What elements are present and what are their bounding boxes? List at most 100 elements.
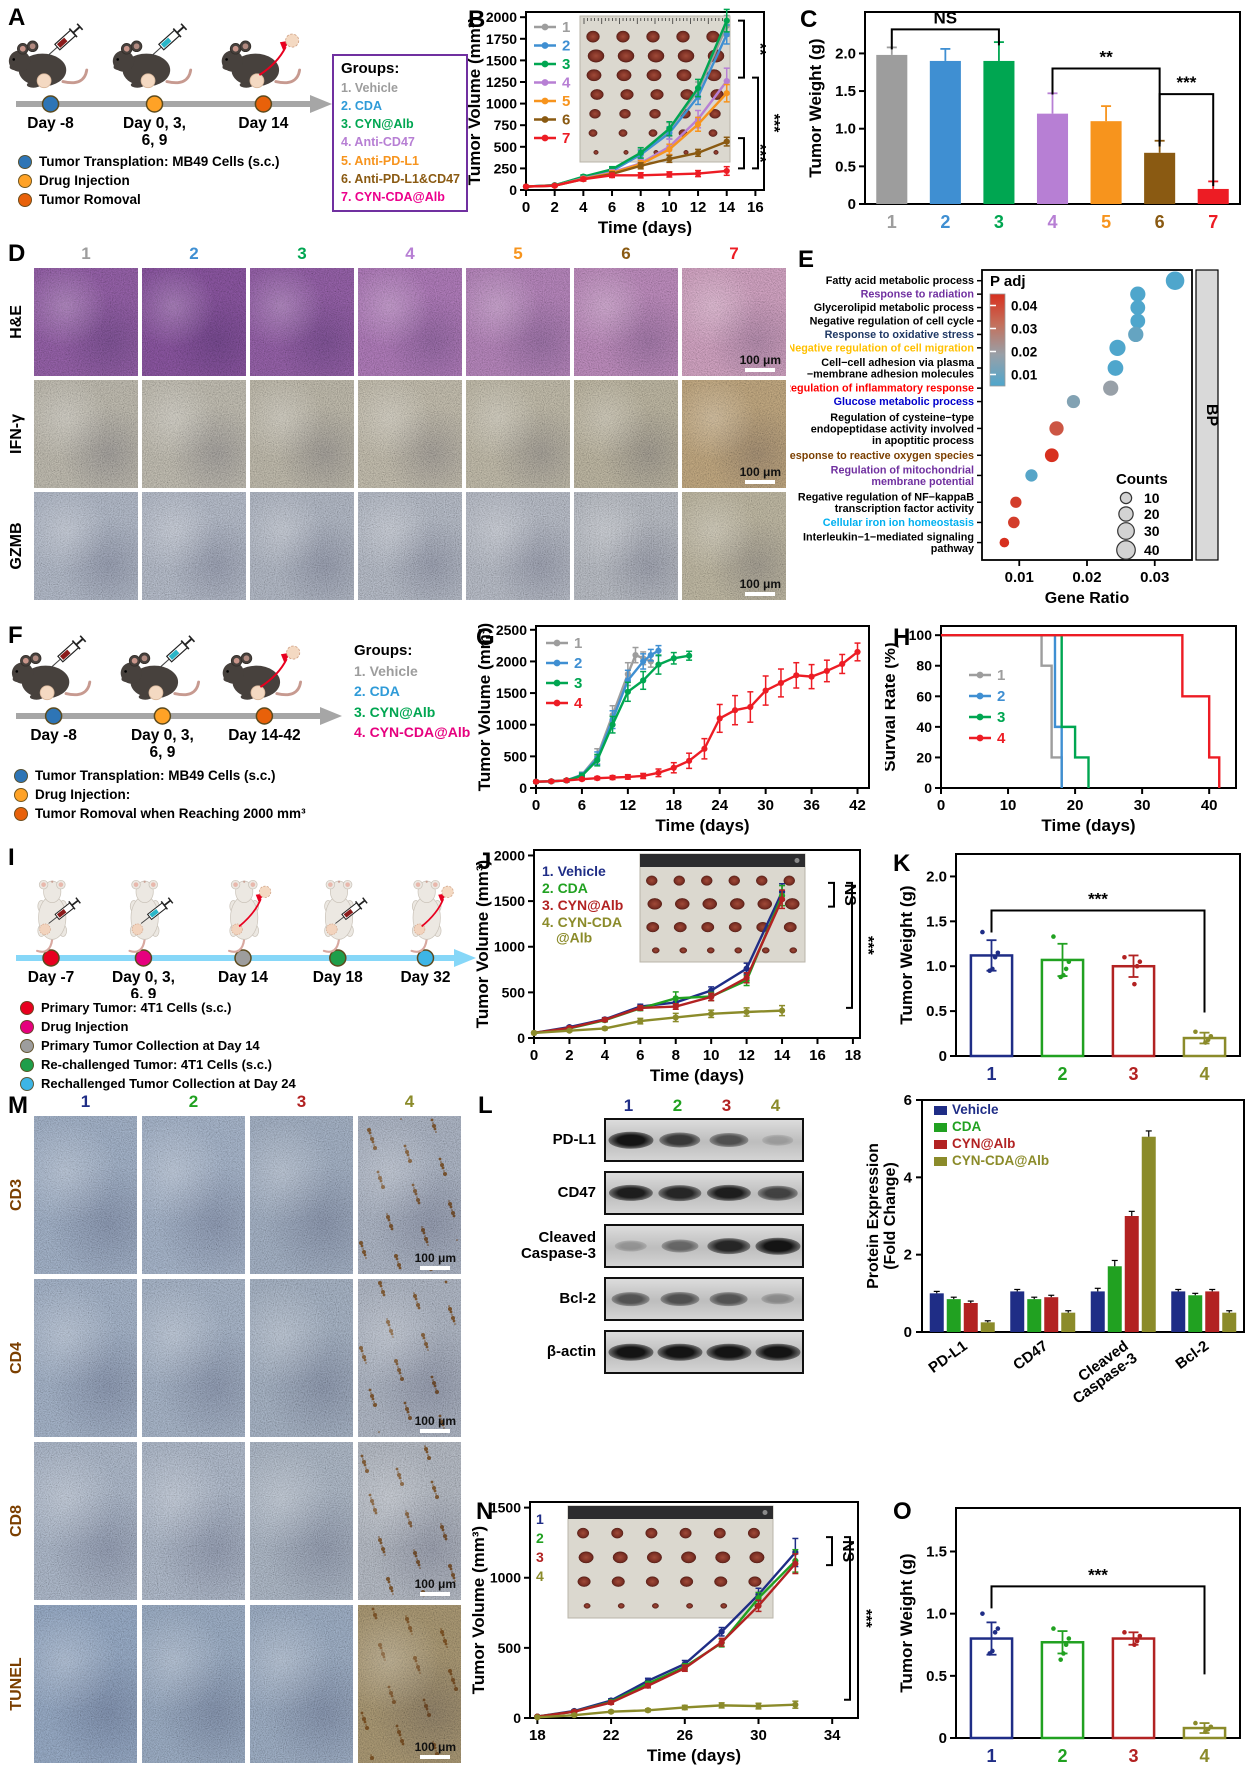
- blot-band: [658, 1132, 701, 1148]
- blot-band: [611, 1292, 650, 1306]
- chart-legend: Vehicle CDA CYN@Alb CYN-CDA@Alb: [934, 1102, 1049, 1168]
- tumor-removal-arrow-icon: [258, 46, 287, 76]
- svg-text:0: 0: [519, 780, 527, 796]
- blot-lane-image: [604, 1171, 804, 1215]
- panel-label-h: H: [893, 624, 911, 651]
- mouse-icon: [322, 879, 368, 953]
- column-header: 3: [296, 1092, 307, 1111]
- svg-text:1.0: 1.0: [835, 121, 856, 138]
- group-item: 3. CYN@Alb: [341, 117, 414, 132]
- svg-text:250: 250: [494, 160, 518, 176]
- timeline-dot: [145, 95, 164, 113]
- svg-text:12: 12: [690, 199, 707, 216]
- histology-image: [34, 1605, 137, 1763]
- column-header: 2: [188, 1092, 199, 1111]
- svg-text:Day 14-42: Day 14-42: [228, 727, 300, 744]
- svg-text:Protein Expression(Fold Change: Protein Expression(Fold Change): [865, 1143, 899, 1289]
- histology-image: [34, 268, 138, 376]
- scale-bar: 100 μm: [415, 1740, 456, 1759]
- svg-text:Regative regulation of NF−kapp: Regative regulation of NF−kappaB transcri…: [798, 491, 974, 515]
- panel-label-m: M: [8, 1092, 28, 1119]
- bars: [929, 1130, 1237, 1332]
- scale-bar: 100 μm: [415, 1577, 456, 1596]
- timeline-dot: [134, 949, 153, 967]
- svg-text:Time (days): Time (days): [647, 1746, 741, 1765]
- svg-text:Survial Rate (%): Survial Rate (%): [885, 642, 899, 771]
- svg-text:Bcl-2: Bcl-2: [1172, 1337, 1212, 1372]
- bullet-dot-icon: [14, 806, 28, 821]
- legend-bullets: Tumor Transplation: MB49 Cells (s.c.) Dru…: [18, 154, 280, 211]
- histology-image: [142, 268, 246, 376]
- histology-image: [250, 1442, 353, 1600]
- svg-text:30: 30: [1134, 797, 1151, 814]
- row-label: IFN-γ: [8, 414, 25, 454]
- svg-text:34: 34: [824, 1727, 841, 1744]
- svg-text:@Alb: @Alb: [556, 930, 592, 946]
- panel-m-histology-grid: 1 2 3 4 CD3 100 μm CD4 100 μm CD8 100 μm TUNEL 100 …: [4, 1086, 466, 1770]
- series-7: [522, 165, 730, 190]
- blot-lane-image: [604, 1224, 804, 1268]
- svg-text:PD-L1: PD-L1: [926, 1337, 971, 1376]
- bullet-text: Tumor Romoval when Reaching 2000 mm³: [35, 806, 306, 821]
- svg-text:3: 3: [997, 709, 1005, 726]
- svg-text:**: **: [751, 43, 768, 56]
- svg-text:0.5: 0.5: [926, 1668, 947, 1685]
- bullet-text: Drug Injection: [41, 1019, 129, 1034]
- timeline-dot: [153, 707, 172, 725]
- tumor-weight-chart-mb49: 0 0.5 1.0 1.5 2.0 Tumor Weight (g) 1 2 3 4 5 6 7 NS **…: [806, 8, 1241, 232]
- protein-expression-chart: 0 2 4 6 Protein Expression(Fold Change) PD-L1…: [865, 1092, 1245, 1407]
- groups-legend: Groups: 1. Vehicle 2. CDA 3. CYN@Alb 4. Anti…: [332, 54, 468, 212]
- svg-text:0.02: 0.02: [1011, 345, 1037, 360]
- panel-l-western-blots: 1 2 3 4 PD-L1 CD47 Cleaved Caspase-3 Bcl-2 β-act…: [478, 1096, 850, 1426]
- svg-text:CYN-CDA@Alb: CYN-CDA@Alb: [952, 1153, 1049, 1168]
- timeline-dot: [41, 95, 60, 113]
- significance-brackets: ***: [990, 890, 1206, 1013]
- svg-text:***: ***: [1088, 890, 1108, 909]
- blot-lane-number: 4: [770, 1096, 781, 1115]
- svg-text:Counts: Counts: [1116, 471, 1168, 488]
- tumor-weight-chart-4t1-primary: 0 0.5 1.0 1.5 2.0 Tumor Weight (g) 1 2 3 4 ***: [897, 853, 1241, 1084]
- svg-text:***: ***: [765, 114, 782, 133]
- blot-lane-image: [604, 1277, 804, 1321]
- svg-text:Vehicle: Vehicle: [952, 1102, 999, 1117]
- scale-bar: 100 μm: [415, 1414, 456, 1433]
- blot-row: β-actin: [478, 1330, 850, 1374]
- legend-bullet-item: Tumor Transplation: MB49 Cells (s.c.): [18, 154, 280, 169]
- group-item: 2. CDA: [354, 683, 400, 700]
- tumor-volume-chart-b: 0 2 4 6 8 10 12 14 16 Time (days) 0 250 500 750 1000 12…: [462, 4, 790, 237]
- svg-text:2: 2: [904, 1247, 912, 1264]
- svg-text:20: 20: [1067, 797, 1084, 814]
- svg-text:10: 10: [703, 1047, 720, 1064]
- significance-brackets: ********: [738, 19, 782, 170]
- tumor-weight-chart-c: 0 0.5 1.0 1.5 2.0 Tumor Weight (g) 1 2 3 4 5 6 7 NS **…: [795, 4, 1250, 234]
- svg-text:18: 18: [529, 1727, 546, 1744]
- group-item: 6. Anti-PD-L1&CD47: [341, 171, 460, 186]
- series-4: [941, 633, 1221, 788]
- svg-text:4: 4: [1199, 1064, 1209, 1084]
- svg-text:1: 1: [986, 1064, 996, 1084]
- syringe-icon: [151, 23, 188, 56]
- blot-band: [607, 1343, 654, 1361]
- tumor-volume-chart-g: 0 6 12 18 24 30 36 42 Time (days) 0 500 1000 1500 200…: [470, 618, 883, 838]
- svg-text:14: 14: [774, 1047, 791, 1064]
- blot-protein-label: β-actin: [546, 1342, 596, 1360]
- histology-image: [574, 380, 678, 488]
- row-label: CD4: [8, 1342, 25, 1375]
- bars: [876, 41, 1229, 204]
- syringe-icon: [50, 635, 87, 668]
- column-header: 2: [189, 244, 199, 263]
- tumor-icon: [326, 923, 338, 936]
- svg-text:26: 26: [676, 1727, 693, 1744]
- svg-text:BP: BP: [1203, 404, 1220, 427]
- syringe-icon: [140, 897, 174, 924]
- svg-text:6, 9: 6, 9: [142, 132, 168, 149]
- svg-text:3: 3: [536, 1549, 544, 1565]
- blot-band: [706, 1184, 751, 1202]
- svg-text:0: 0: [530, 1047, 538, 1064]
- svg-text:40: 40: [1144, 542, 1160, 558]
- svg-text:NS: NS: [841, 884, 858, 907]
- legend-bullet-item: Primary Tumor Collection at Day 14: [20, 1038, 296, 1053]
- timeline-dot: [42, 949, 60, 967]
- svg-text:0.01: 0.01: [1005, 569, 1034, 586]
